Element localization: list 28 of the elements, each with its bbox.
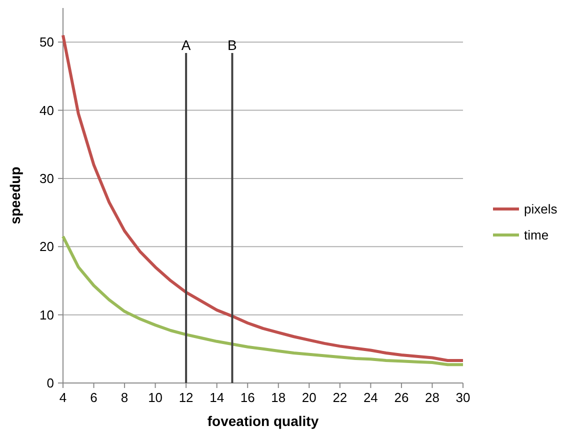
x-tick-label: 10 [148, 390, 163, 405]
x-tick-label: 24 [363, 390, 378, 405]
y-tick-label: 0 [46, 376, 54, 391]
x-tick-label: 8 [120, 390, 128, 405]
y-tick-label: 40 [40, 102, 54, 118]
line-series [62, 234, 464, 366]
x-tick-label: 12 [178, 390, 194, 405]
x-tick-label: 6 [90, 390, 98, 405]
x-tick-label: 30 [456, 390, 470, 405]
ref-line-label: B [228, 37, 237, 53]
x-tick-label: 22 [332, 390, 348, 405]
y-tick-label: 10 [40, 307, 54, 322]
y-axis-title: speedup [7, 166, 23, 224]
x-tick-label: 4 [59, 390, 67, 405]
x-tick-label: 28 [424, 390, 440, 405]
y-tick-label: 50 [40, 34, 54, 50]
ref-line-label: A [181, 37, 192, 53]
y-tick-label: 30 [40, 171, 54, 186]
legend-label: time [524, 228, 549, 243]
x-tick-label: 18 [271, 390, 286, 405]
x-tick-label: 26 [394, 390, 409, 405]
x-axis-title: foveation quality [207, 413, 319, 429]
x-tick-label: 20 [302, 390, 316, 405]
line-series [62, 34, 464, 362]
y-tick-label: 20 [40, 239, 54, 254]
x-tick-label: 16 [240, 390, 255, 405]
legend-label: pixels [524, 202, 558, 217]
x-tick-label: 14 [210, 390, 224, 405]
